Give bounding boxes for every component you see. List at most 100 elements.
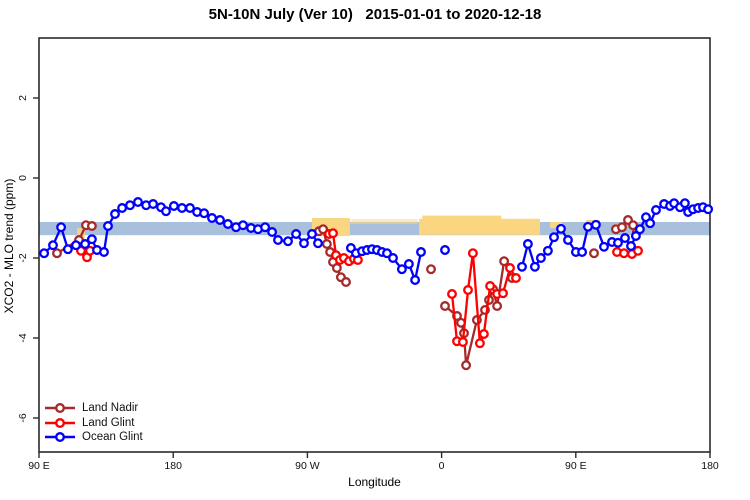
data-point-ocean-glint xyxy=(634,224,645,235)
data-point-land-glint xyxy=(474,338,485,349)
data-point-ocean-glint xyxy=(238,220,248,231)
data-point-ocean-glint xyxy=(583,221,593,232)
data-point-ocean-glint xyxy=(110,209,120,219)
data-point-ocean-glint xyxy=(703,204,714,215)
data-point-ocean-glint xyxy=(416,247,426,257)
data-point-land-nadir xyxy=(52,248,62,259)
x-axis-title: Longitude xyxy=(348,475,401,489)
highlight-patch xyxy=(550,222,562,228)
legend-entry-land-nadir: Land Nadir xyxy=(44,401,143,416)
y-tick-label: -4 xyxy=(17,333,29,342)
highlight-patch xyxy=(350,219,418,224)
data-point-ocean-glint xyxy=(62,244,73,255)
x-tick-label: 0 xyxy=(439,460,445,472)
data-point-land-nadir xyxy=(321,239,332,249)
data-point-ocean-glint xyxy=(307,229,317,239)
data-point-ocean-glint xyxy=(529,261,540,272)
data-point-land-glint xyxy=(478,329,489,339)
legend-label: Ocean Glint xyxy=(82,431,143,443)
data-point-ocean-glint xyxy=(207,213,217,223)
reference-band xyxy=(39,222,710,236)
legend-marker-icon xyxy=(45,403,75,414)
x-tick-label: 180 xyxy=(164,460,182,472)
data-point-land-glint xyxy=(511,273,521,283)
data-point-ocean-glint xyxy=(313,238,323,249)
data-point-ocean-glint xyxy=(613,237,623,248)
data-point-ocean-glint xyxy=(99,247,109,257)
data-point-ocean-glint xyxy=(679,198,690,209)
data-point-land-nadir xyxy=(331,263,342,273)
data-point-ocean-glint xyxy=(39,248,50,259)
data-point-ocean-glint xyxy=(549,232,559,243)
page-title: 5N-10N July (Ver 10) 2015-01-01 to 2020-… xyxy=(208,6,542,23)
data-point-ocean-glint xyxy=(388,253,398,263)
data-point-ocean-glint xyxy=(382,248,392,259)
data-point-ocean-glint xyxy=(103,221,113,231)
y-axis-title: XCO2 - MLO trend (ppm) xyxy=(2,178,16,314)
legend-label: Land Glint xyxy=(82,416,135,429)
legend: Land Nadir Land Glint Ocean Glint xyxy=(44,401,143,445)
data-point-land-nadir xyxy=(341,277,351,287)
data-point-ocean-glint xyxy=(403,259,414,269)
data-point-land-glint xyxy=(505,263,515,273)
data-point-ocean-glint xyxy=(71,240,81,251)
data-point-ocean-glint xyxy=(48,240,58,251)
data-point-ocean-glint xyxy=(651,205,661,215)
highlight-patch xyxy=(419,218,541,235)
data-point-ocean-glint xyxy=(125,200,135,211)
data-point-ocean-glint xyxy=(630,231,641,241)
data-point-ocean-glint xyxy=(133,197,143,207)
data-point-ocean-glint xyxy=(542,245,553,256)
data-point-ocean-glint xyxy=(273,235,283,245)
data-point-land-nadir xyxy=(499,256,510,267)
data-point-ocean-glint xyxy=(599,241,609,252)
y-tick-label: 2 xyxy=(17,95,29,101)
data-point-ocean-glint xyxy=(291,229,302,239)
data-point-land-glint xyxy=(467,248,478,259)
data-point-ocean-glint xyxy=(80,239,91,249)
data-point-land-nadir xyxy=(440,301,450,311)
data-point-ocean-glint xyxy=(577,247,588,257)
data-point-land-glint xyxy=(447,289,457,299)
data-point-land-nadir xyxy=(461,360,472,371)
data-point-land-nadir xyxy=(589,248,599,259)
data-point-ocean-glint xyxy=(535,253,546,263)
data-point-ocean-glint xyxy=(410,275,421,285)
data-point-ocean-glint xyxy=(522,239,533,249)
data-point-ocean-glint xyxy=(177,203,187,213)
x-tick-label: 90 E xyxy=(28,460,50,472)
data-point-ocean-glint xyxy=(626,241,636,251)
data-point-ocean-glint xyxy=(86,234,97,245)
data-point-land-nadir xyxy=(86,221,97,231)
legend-entry-ocean-glint: Ocean Glint xyxy=(44,430,143,445)
y-tick-label: -6 xyxy=(17,413,29,422)
data-point-ocean-glint xyxy=(222,219,233,229)
data-point-ocean-glint xyxy=(161,206,171,217)
data-point-land-glint xyxy=(485,281,496,291)
data-point-ocean-glint xyxy=(199,208,210,219)
data-point-ocean-glint xyxy=(517,261,527,272)
data-point-ocean-glint xyxy=(260,222,271,233)
data-point-ocean-glint xyxy=(556,223,566,234)
plot-box xyxy=(38,37,711,453)
data-point-ocean-glint xyxy=(563,235,573,245)
x-tick-label: 90 W xyxy=(295,460,320,472)
data-point-ocean-glint xyxy=(396,264,407,275)
data-point-ocean-glint xyxy=(590,219,601,230)
data-point-land-glint xyxy=(498,288,508,299)
data-point-ocean-glint xyxy=(168,201,179,211)
x-tick-label: 180 xyxy=(701,460,719,472)
data-point-land-glint xyxy=(619,248,629,259)
data-point-ocean-glint xyxy=(215,215,225,225)
data-point-land-glint xyxy=(328,228,338,239)
data-point-land-glint xyxy=(463,285,473,295)
data-point-land-nadir xyxy=(617,222,627,233)
legend-marker-icon xyxy=(45,432,75,443)
data-point-ocean-glint xyxy=(645,218,656,229)
data-point-ocean-glint xyxy=(267,227,278,237)
data-point-ocean-glint xyxy=(440,245,450,255)
data-point-land-glint xyxy=(457,337,468,347)
y-tick-label: 0 xyxy=(17,175,29,181)
